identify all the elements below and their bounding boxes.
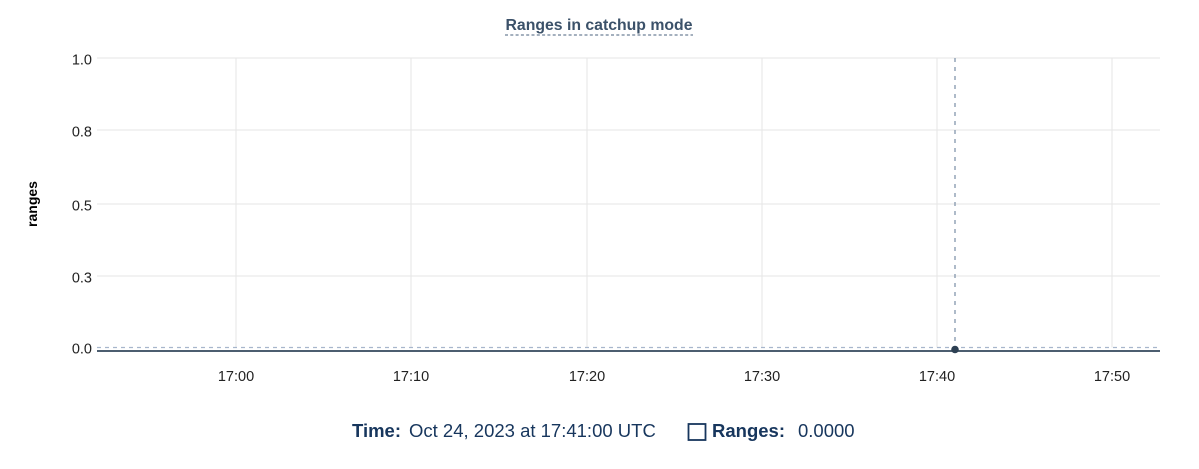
svg-text:0.5: 0.5 [72, 199, 92, 215]
svg-text:1.0: 1.0 [72, 53, 92, 69]
svg-text:Ranges:: Ranges: [712, 420, 785, 441]
svg-text:Ranges in catchup mode: Ranges in catchup mode [506, 17, 693, 34]
svg-text:0.3: 0.3 [72, 271, 92, 287]
svg-text:17:00: 17:00 [218, 369, 254, 385]
svg-text:17:20: 17:20 [569, 369, 605, 385]
svg-text:17:50: 17:50 [1094, 369, 1130, 385]
svg-text:0.0000: 0.0000 [798, 420, 855, 441]
svg-text:0.8: 0.8 [72, 125, 92, 141]
svg-text:Oct 24, 2023 at 17:41:00 UTC: Oct 24, 2023 at 17:41:00 UTC [409, 420, 656, 441]
svg-text:17:10: 17:10 [393, 369, 429, 385]
svg-text:0.0: 0.0 [72, 342, 92, 358]
svg-text:17:30: 17:30 [744, 369, 780, 385]
svg-text:ranges: ranges [24, 181, 40, 227]
svg-text:Time:: Time: [352, 420, 401, 441]
svg-text:17:40: 17:40 [919, 369, 955, 385]
